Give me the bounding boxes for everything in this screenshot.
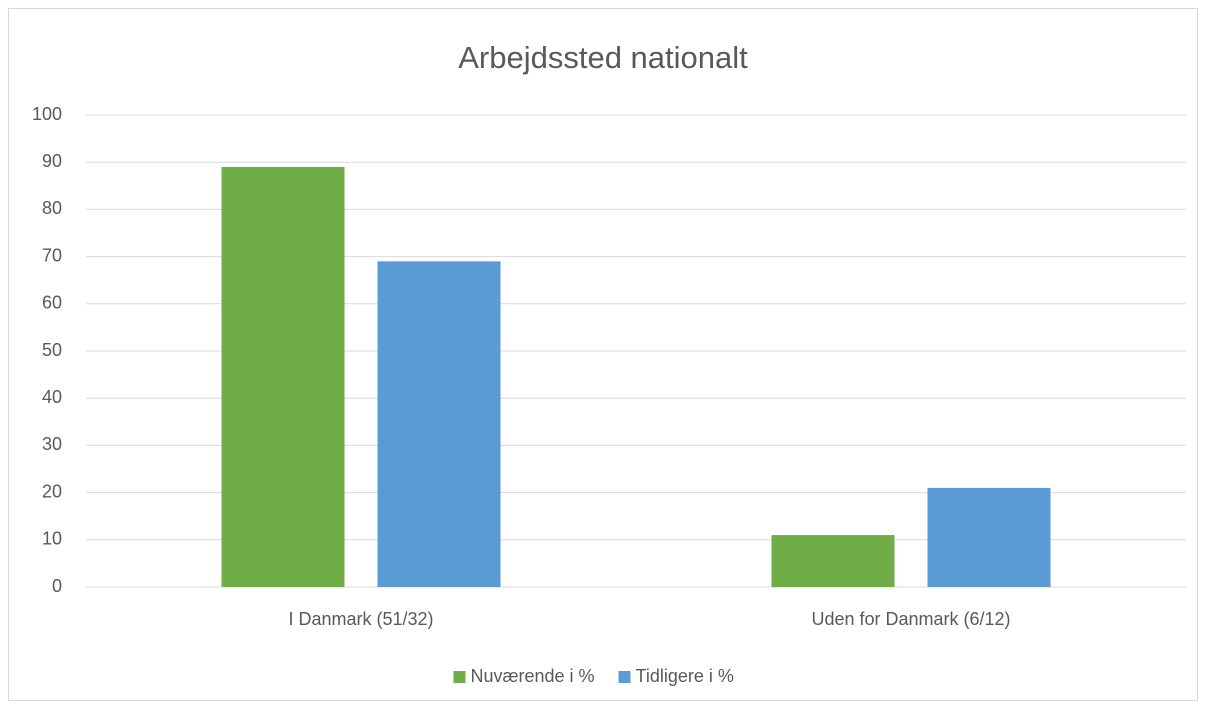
- bar: [771, 535, 895, 587]
- y-tick-label: 80: [42, 198, 62, 218]
- bar: [927, 487, 1051, 587]
- legend-label: Tidligere i %: [636, 666, 734, 686]
- chart-title: Arbejdssted nationalt: [458, 40, 748, 75]
- y-tick-label: 100: [32, 104, 62, 124]
- y-tick-label: 0: [52, 576, 62, 596]
- bar: [221, 166, 345, 588]
- y-tick-label: 60: [42, 293, 62, 313]
- legend-label: Nuværende i %: [471, 666, 595, 686]
- chart-frame: [8, 8, 1198, 701]
- legend-swatch: [618, 671, 631, 683]
- y-tick-label: 10: [42, 529, 62, 549]
- x-tick-label: Uden for Danmark (6/12): [811, 609, 1010, 629]
- y-tick-label: 40: [42, 387, 62, 407]
- y-tick-label: 70: [42, 245, 62, 265]
- bar: [377, 261, 501, 587]
- x-tick-label: I Danmark (51/32): [288, 609, 433, 629]
- y-tick-label: 30: [42, 434, 62, 454]
- legend-swatch: [453, 671, 466, 683]
- y-tick-label: 20: [42, 481, 62, 501]
- y-tick-label: 50: [42, 340, 62, 360]
- y-tick-label: 90: [42, 151, 62, 171]
